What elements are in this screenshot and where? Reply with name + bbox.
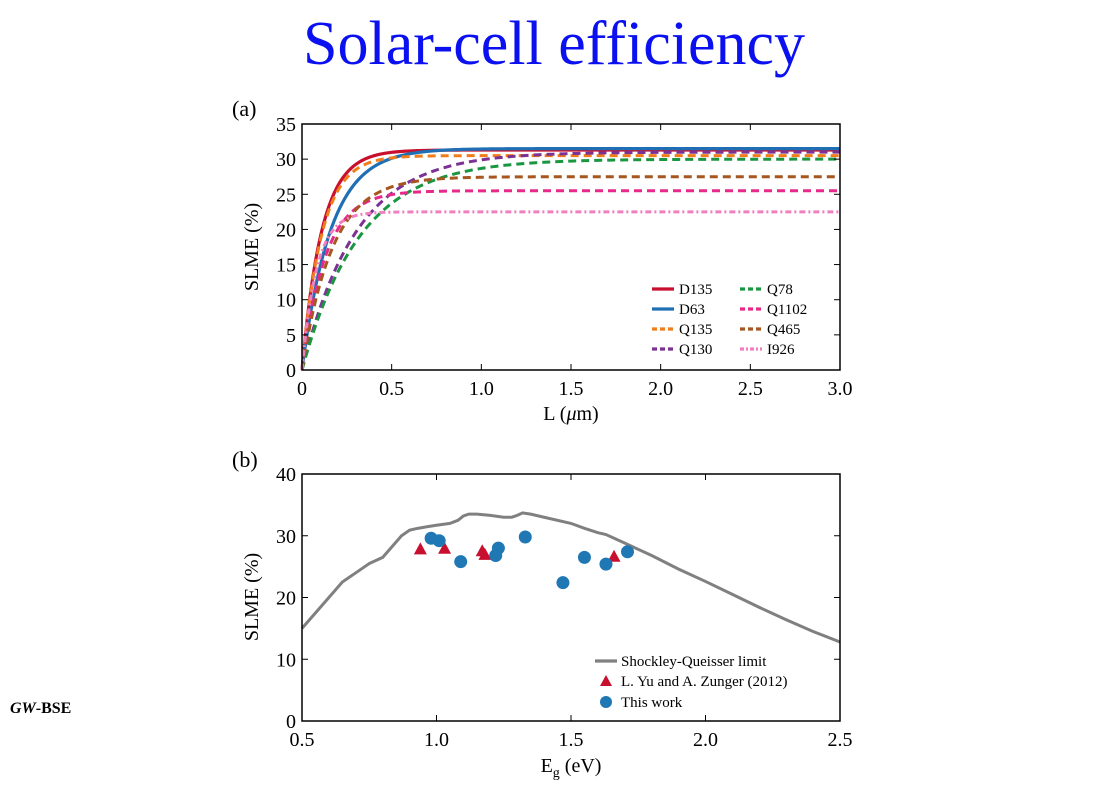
- this-work-point: [491, 541, 505, 555]
- this-work-point: [577, 550, 591, 564]
- panel-b-ytick-label: 30: [276, 526, 296, 548]
- legend-swatch-reference: [600, 675, 612, 686]
- panel-b-ylabel: SLME (%): [241, 553, 263, 641]
- legend-label-reference: L. Yu and A. Zunger (2012): [621, 674, 788, 690]
- series-line-q135: [300, 154, 840, 371]
- panel-a-ytick-label: 30: [276, 149, 296, 171]
- panel-a-ylabel: SLME (%): [241, 203, 263, 291]
- slide-title: Solar-cell efficiency: [303, 10, 805, 78]
- method-label: GW-BSE: [10, 700, 72, 717]
- panel-b-ytick-label: 40: [276, 464, 296, 486]
- panel-a-xlabel: L (μm): [543, 403, 598, 425]
- panel-a-chart: (a) 0 0.5 1.0 1.5 2.0 2.5 3.0 0 5 10 15 20 25 30 35 L …: [232, 96, 853, 425]
- panel-a-ytick-label: 15: [276, 255, 296, 277]
- panel-a-series-lines: [300, 147, 840, 371]
- panel-a-xtick-label: 0: [297, 378, 307, 400]
- panel-a-legend: D135 D63 Q135 Q130 Q78 Q1102 Q465 I926: [652, 282, 807, 358]
- legend-label-d135: D135: [679, 282, 712, 298]
- panel-a-ytick-label: 20: [276, 219, 296, 241]
- series-line-q130: [300, 150, 840, 371]
- panel-a-xtick-label: 1.5: [559, 378, 584, 400]
- panel-b-ytick-label: 0: [286, 711, 296, 733]
- legend-label-q130: Q130: [679, 342, 712, 358]
- series-line-q1102: [300, 189, 840, 371]
- panel-a-ticks: 0 0.5 1.0 1.5 2.0 2.5 3.0 0 5 10 15 20 25 30 35: [276, 114, 853, 400]
- panel-b-xlabel: Eg (eV): [541, 755, 602, 781]
- reference-point: [413, 542, 427, 555]
- panel-b-xtick-label: 2.0: [693, 729, 718, 751]
- legend-label-q465: Q465: [767, 322, 800, 338]
- panel-b-legend: Shockley-Queisser limit L. Yu and A. Zung…: [595, 654, 788, 711]
- panel-a-ytick-label: 0: [286, 360, 296, 382]
- this-work-point: [518, 530, 532, 544]
- panel-b-xtick-label: 1.0: [424, 729, 449, 751]
- panel-b-plot-area: [300, 511, 841, 644]
- panel-b-letter: (b): [232, 447, 258, 472]
- series-line-q465: [300, 175, 840, 371]
- reference-point: [478, 547, 492, 560]
- panel-a-frame: [301, 123, 841, 371]
- shockley-queisser-line: [300, 511, 841, 644]
- reference-point: [438, 541, 452, 554]
- legend-label-d63: D63: [679, 302, 705, 318]
- panel-b-frame: [301, 473, 841, 722]
- series-line-q78: [300, 157, 840, 371]
- reference-point: [607, 549, 621, 562]
- panel-a-letter: (a): [232, 96, 256, 121]
- panel-b-ytick-label: 20: [276, 588, 296, 610]
- panel-a-ytick-label: 5: [286, 325, 296, 347]
- panel-a-ytick-label: 25: [276, 184, 296, 206]
- panel-a-xtick-label: 2.0: [648, 378, 673, 400]
- panel-a-xtick-label: 2.5: [738, 378, 763, 400]
- series-line-d135: [300, 148, 840, 371]
- legend-swatch-this-work: [600, 696, 612, 708]
- this-work-point: [454, 555, 468, 569]
- panel-b-ticks: 0.5 1.0 1.5 2.0 2.5 0 10 20 30 40: [276, 464, 853, 751]
- panel-b-xtick-label: 0.5: [290, 729, 315, 751]
- panel-a-xtick-label: 3.0: [828, 378, 853, 400]
- panel-a-xtick-label: 1.0: [469, 378, 494, 400]
- panel-b-chart: (b) 0.5 1.0 1.5 2.0 2.5 0 10 20 30 40 Eg (eV) SLM…: [232, 447, 853, 781]
- panel-a-ytick-label: 35: [276, 114, 296, 136]
- this-work-point: [556, 576, 570, 590]
- legend-label-sq-limit: Shockley-Queisser limit: [621, 654, 767, 670]
- this-work-point: [599, 557, 613, 571]
- legend-label-i926: I926: [767, 342, 795, 358]
- panel-b-xtick-label: 1.5: [559, 729, 584, 751]
- series-line-d63: [300, 147, 840, 371]
- panel-a-ytick-label: 10: [276, 290, 296, 312]
- panel-a-xtick-label: 0.5: [379, 378, 404, 400]
- this-work-point: [432, 534, 446, 548]
- panel-b-xtick-label: 2.5: [828, 729, 853, 751]
- panel-b-ytick-label: 10: [276, 649, 296, 671]
- this-work-point: [620, 545, 634, 559]
- legend-label-this-work: This work: [621, 695, 683, 711]
- legend-label-q78: Q78: [767, 282, 793, 298]
- legend-label-q1102: Q1102: [767, 302, 807, 318]
- legend-label-q135: Q135: [679, 322, 712, 338]
- series-line-i926: [300, 210, 840, 371]
